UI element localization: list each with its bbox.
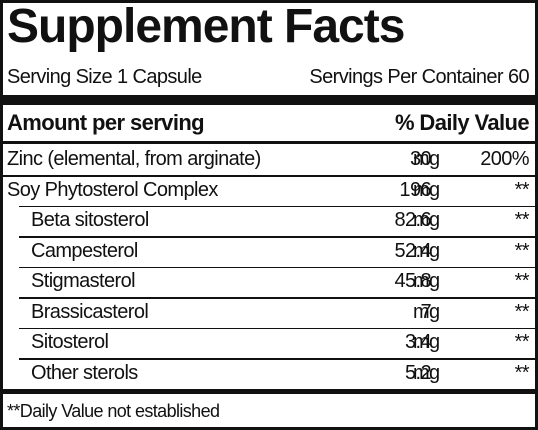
row-rule bbox=[19, 205, 535, 207]
amount: 3.4 bbox=[404, 331, 432, 353]
bottom-rule bbox=[3, 389, 535, 394]
unit: mg bbox=[413, 270, 440, 292]
nutrient-name: Other sterols bbox=[31, 361, 138, 384]
unit: mg bbox=[413, 178, 440, 201]
servings-per-container: Servings Per Container 60 bbox=[309, 66, 529, 88]
nutrient-name: Sitosterol bbox=[31, 331, 109, 353]
row-rule bbox=[19, 266, 535, 268]
nutrient-name: Stigmasterol bbox=[31, 270, 136, 292]
panel-title: Supplement Facts bbox=[7, 0, 405, 53]
unit: mg bbox=[413, 331, 440, 353]
daily-value: ** bbox=[514, 331, 530, 353]
daily-value: ** bbox=[514, 270, 530, 292]
amount: 7 bbox=[420, 300, 431, 323]
daily-value: ** bbox=[514, 239, 530, 262]
nutrient-name: Brassicasterol bbox=[31, 300, 149, 323]
thick-rule bbox=[3, 95, 535, 105]
daily-value: ** bbox=[514, 361, 530, 384]
daily-value: 200% bbox=[480, 148, 529, 170]
row-rule bbox=[19, 358, 535, 360]
row-rule bbox=[19, 297, 535, 299]
amount: 82.6 bbox=[394, 209, 431, 231]
serving-size: Serving Size 1 Capsule bbox=[7, 66, 202, 88]
nutrient-name: Soy Phytosterol Complex bbox=[7, 178, 218, 201]
unit: mg bbox=[413, 239, 440, 262]
unit: mg bbox=[413, 209, 440, 231]
amount: 30 bbox=[409, 148, 432, 170]
daily-value: ** bbox=[514, 300, 530, 323]
row-rule bbox=[3, 175, 535, 177]
unit: mg bbox=[413, 361, 440, 384]
unit: mg bbox=[413, 300, 440, 323]
unit: mg bbox=[413, 148, 440, 170]
nutrient-name: Beta sitosterol bbox=[31, 209, 149, 231]
amount: 5.2 bbox=[404, 361, 432, 384]
column-header: Amount per serving bbox=[7, 110, 205, 135]
daily-value: ** bbox=[514, 209, 530, 231]
row-rule bbox=[19, 236, 535, 238]
daily-value: ** bbox=[514, 178, 530, 201]
amount: 196 bbox=[399, 178, 431, 201]
nutrient-name: Zinc (elemental, from arginate) bbox=[7, 148, 261, 170]
nutrient-name: Campesterol bbox=[31, 239, 138, 262]
footnote: **Daily Value not established bbox=[7, 401, 220, 421]
column-header: % Daily Value bbox=[394, 110, 530, 135]
header-rule bbox=[3, 141, 535, 144]
row-rule bbox=[19, 327, 535, 329]
amount: 45.8 bbox=[394, 270, 431, 292]
amount: 52.4 bbox=[394, 239, 431, 262]
